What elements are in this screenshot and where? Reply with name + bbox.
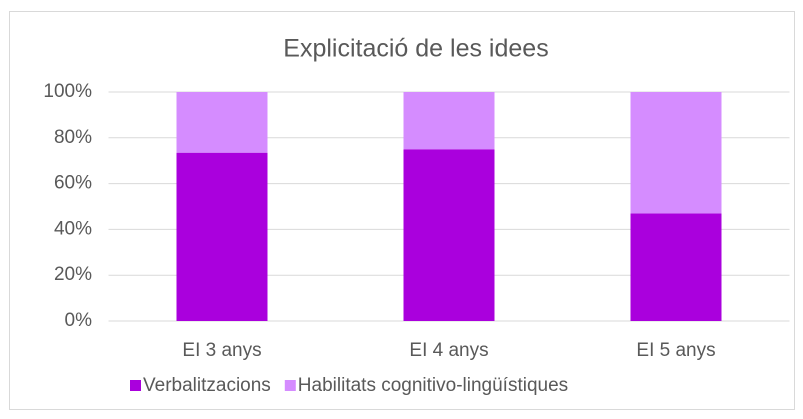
y-tick-label: 80% <box>54 127 92 148</box>
x-tick-label: EI 3 anys <box>182 340 261 361</box>
y-tick-label: 100% <box>43 81 92 102</box>
bar-segment <box>403 149 495 321</box>
legend-swatch <box>130 380 141 391</box>
legend-swatch <box>284 380 296 391</box>
legend-label: Habilitats cognitivo-lingüístiques <box>298 375 568 396</box>
y-tick-label: 60% <box>54 173 92 194</box>
x-tick-label: EI 4 anys <box>409 340 488 361</box>
bar-segment <box>176 152 268 321</box>
bar-segment <box>176 92 268 153</box>
x-tick-label: EI 5 anys <box>636 340 715 361</box>
bar-segment <box>630 92 722 214</box>
y-tick-label: 40% <box>54 218 92 239</box>
bar-segment <box>403 92 495 150</box>
chart-title: Explicitació de les idees <box>283 35 548 63</box>
y-tick-label: 0% <box>65 310 93 331</box>
bar-segment <box>630 213 722 321</box>
legend-label: Verbalitzacions <box>143 375 271 396</box>
y-tick-label: 20% <box>54 264 92 285</box>
